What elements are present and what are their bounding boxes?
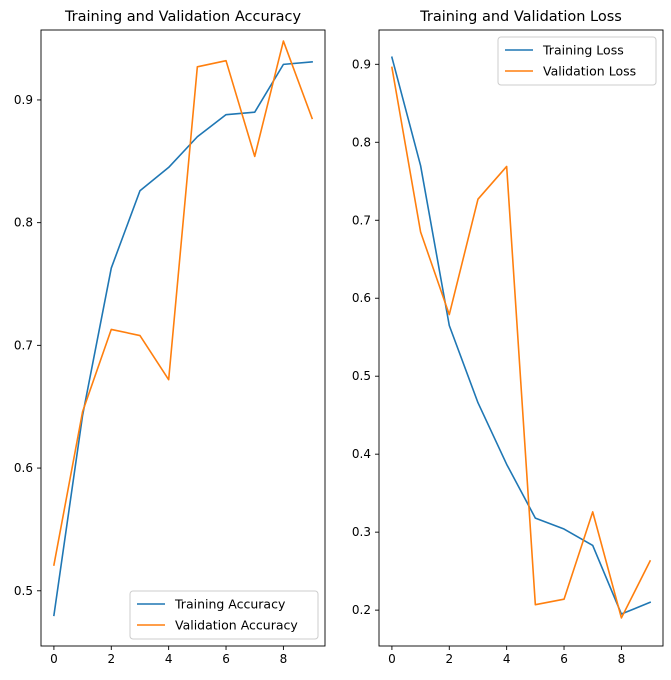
accuracy-x-tick-label: 8 xyxy=(280,652,288,666)
loss-series-line-training xyxy=(390,56,652,615)
accuracy-x-tick-label: 0 xyxy=(50,652,58,666)
accuracy-legend: Training Accuracy Validation Accuracy xyxy=(129,590,319,640)
loss-y-tick-label: 0.4 xyxy=(352,447,371,461)
loss-y-tick-label: 0.5 xyxy=(352,369,371,383)
accuracy-y-tick-label: 0.8 xyxy=(14,216,33,230)
accuracy-y-tick-label: 0.6 xyxy=(14,461,33,475)
accuracy-plot-area: 0 2 4 6 8 0.5 0.6 0.7 0.8 0.9 Training Accuracy Val… xyxy=(14,29,326,666)
loss-x-tick-label: 4 xyxy=(503,652,511,666)
loss-x-tick-label: 0 xyxy=(388,652,396,666)
loss-x-tick-label: 6 xyxy=(560,652,568,666)
loss-x-tick-label: 2 xyxy=(445,652,453,666)
accuracy-legend-label-validation: Validation Accuracy xyxy=(175,618,298,633)
loss-legend-label-training: Training Loss xyxy=(542,43,624,58)
accuracy-chart-title: Training and Validation Accuracy xyxy=(64,9,302,25)
loss-y-tick-label: 0.2 xyxy=(352,603,371,617)
accuracy-legend-box xyxy=(129,590,319,640)
accuracy-x-tick-label: 6 xyxy=(222,652,230,666)
loss-series-line-validation xyxy=(390,66,652,619)
loss-y-tick-label: 0.6 xyxy=(352,291,371,305)
accuracy-series-line-training xyxy=(53,61,313,617)
loss-x-tick-label: 8 xyxy=(618,652,626,666)
accuracy-x-tick-label: 4 xyxy=(165,652,173,666)
accuracy-series-line-validation xyxy=(52,40,314,566)
accuracy-y-tick-label: 0.5 xyxy=(14,584,33,598)
loss-legend-label-validation: Validation Loss xyxy=(543,64,636,79)
loss-legend-box xyxy=(497,36,657,86)
loss-axes-frame xyxy=(378,29,664,647)
accuracy-y-tick-label: 0.7 xyxy=(14,338,33,352)
loss-chart-title: Training and Validation Loss xyxy=(419,9,622,25)
loss-plot-area: 0 2 4 6 8 0.2 0.3 0.4 0.5 0.6 0.7 0.8 0.9 Training Lo… xyxy=(352,29,664,666)
loss-y-tick-label: 0.7 xyxy=(352,213,371,227)
loss-legend: Training Loss Validation Loss xyxy=(497,36,657,86)
accuracy-y-tick-label: 0.9 xyxy=(14,93,33,107)
accuracy-x-tick-label: 2 xyxy=(107,652,115,666)
loss-chart: Training and Validation Loss 0 2 4 6 8 0.2 0.3… xyxy=(352,9,664,666)
accuracy-axes-frame xyxy=(40,29,326,647)
loss-y-tick-label: 0.9 xyxy=(352,57,371,71)
loss-y-tick-label: 0.3 xyxy=(352,525,371,539)
loss-y-tick-label: 0.8 xyxy=(352,135,371,149)
accuracy-chart: Training and Validation Accuracy 0 2 4 6 8 0.… xyxy=(14,9,326,666)
accuracy-legend-label-training: Training Accuracy xyxy=(174,597,286,612)
